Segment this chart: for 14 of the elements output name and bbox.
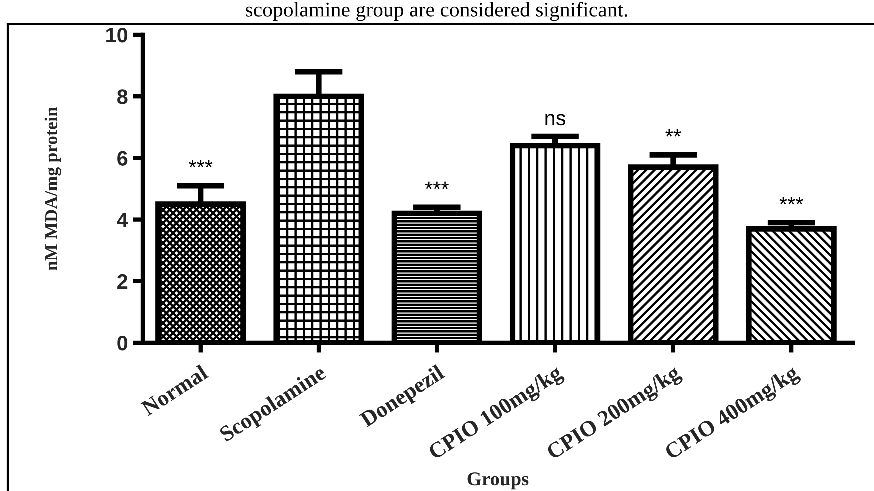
annotation: *** — [189, 160, 213, 168]
y-tick-label: 10 — [106, 28, 128, 43]
y-tick-label: 4 — [117, 213, 128, 228]
annotation: ** — [666, 130, 682, 137]
y-tick-label: 6 — [118, 151, 128, 166]
y-tick-label: 2 — [118, 274, 128, 289]
y-axis-title: nM MDA/mg protein — [44, 107, 62, 271]
annotation: ns — [546, 114, 566, 126]
text: scopolamine group are considered significant. — [246, 2, 628, 22]
y-tick-label: 8 — [117, 90, 128, 104]
annotation: *** — [425, 182, 449, 190]
y-tick-label: 0 — [118, 336, 128, 351]
annotation: *** — [780, 197, 804, 205]
x-axis-title: Groups — [468, 472, 529, 490]
